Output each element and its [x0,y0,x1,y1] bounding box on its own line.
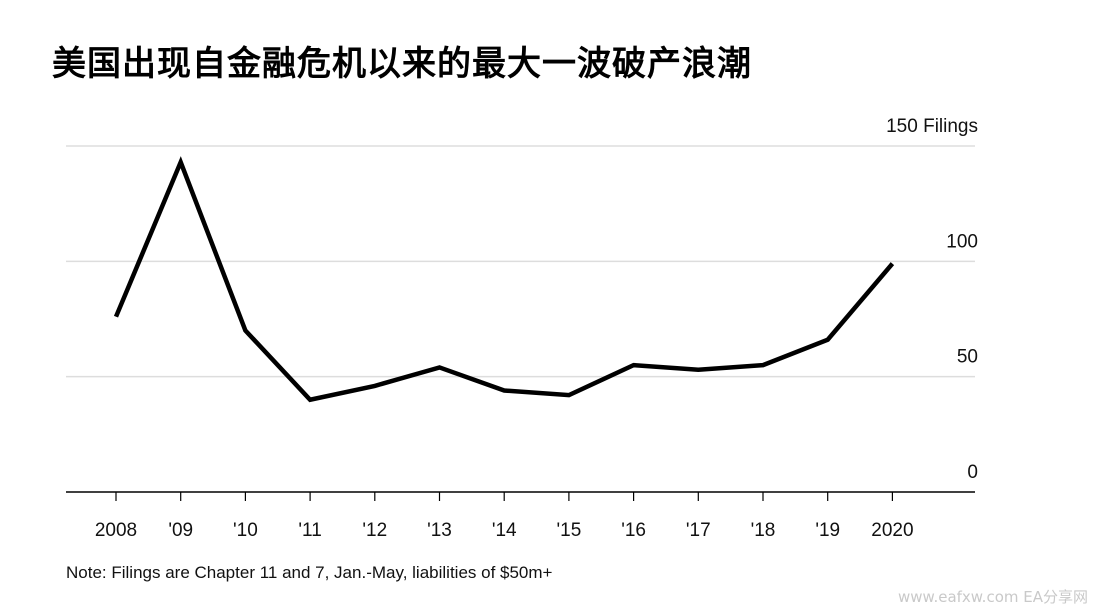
x-tick-label: '18 [751,520,776,541]
x-tick-label: 2008 [95,520,137,541]
x-tick-label: '15 [557,520,582,541]
x-tick-label: '19 [815,520,840,541]
grid-lines [66,145,975,493]
y-tick-label: 0 [967,462,978,483]
series-line-path [113,156,895,403]
x-tick-label: '12 [362,520,387,541]
x-tick-label: '17 [686,520,711,541]
x-tick-label: '10 [233,520,258,541]
x-tick-label: '11 [298,520,321,541]
series-line [113,156,895,403]
x-tick-label: 2020 [871,520,913,541]
x-axis: 2008 '09 '10 '11 '12 '13 '14 '15 '16 '17 '18 '19 202… [95,492,914,541]
x-tick-label: '14 [492,520,517,541]
x-tick-label: '13 [427,520,452,541]
y-tick-labels: 150 Filings 100 50 0 [886,116,978,483]
y-tick-label: 100 [946,231,978,252]
watermark: www.eafxw.com EA分享网 [898,588,1088,606]
y-tick-label: 150 Filings [886,116,978,137]
x-tick-label: '16 [621,520,646,541]
x-tick-label: '09 [168,520,193,541]
chart-note: Note: Filings are Chapter 11 and 7, Jan.… [66,563,553,582]
y-tick-label: 50 [957,347,978,368]
chart-title: 美国出现自金融危机以来的最大一波破产浪潮 [52,44,752,84]
